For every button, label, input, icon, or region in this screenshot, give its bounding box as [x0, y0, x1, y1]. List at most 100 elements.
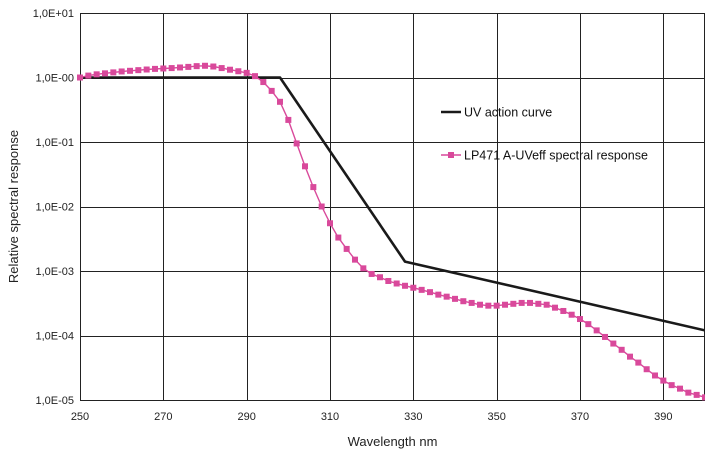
data-point — [318, 203, 325, 210]
data-point — [693, 391, 700, 398]
data-point — [410, 284, 417, 291]
data-point — [202, 62, 208, 69]
data-point — [102, 70, 108, 77]
data-point — [160, 65, 167, 72]
data-point — [260, 79, 267, 86]
data-point — [627, 353, 633, 360]
data-point — [360, 265, 367, 272]
data-point — [660, 377, 667, 384]
x-tick-label: 250 — [71, 411, 89, 423]
data-point — [493, 302, 500, 309]
data-point — [568, 311, 575, 318]
series-line — [79, 65, 705, 398]
data-point — [110, 69, 117, 76]
data-point — [518, 299, 525, 306]
x-tick-label: 350 — [487, 411, 505, 423]
data-point — [418, 286, 425, 293]
data-point — [593, 327, 600, 334]
y-tick-label: 1,0E+01 — [33, 8, 74, 20]
y-tick-label: 1,0E-05 — [35, 395, 74, 407]
data-point — [118, 68, 125, 75]
data-point — [327, 220, 333, 227]
x-tick-label: 310 — [321, 411, 339, 423]
data-point — [685, 389, 692, 396]
data-point — [285, 116, 292, 123]
data-point — [85, 72, 92, 79]
data-point — [235, 68, 242, 75]
legend-swatch-marker — [448, 152, 454, 158]
legend: UV action curve LP471 A-UVeff spectral re… — [441, 106, 648, 163]
x-tick-label: 330 — [404, 411, 422, 423]
data-point — [460, 298, 467, 305]
x-axis-title: Wavelength nm — [348, 434, 438, 449]
data-point — [343, 245, 350, 252]
data-point — [577, 316, 583, 323]
data-point — [135, 67, 142, 74]
data-point — [443, 293, 450, 300]
data-point — [702, 394, 705, 401]
x-tick-label: 390 — [654, 411, 672, 423]
data-point — [77, 74, 83, 81]
data-point — [427, 289, 433, 296]
data-point — [268, 87, 275, 94]
data-point — [177, 64, 183, 71]
y-tick-label: 1,0E-00 — [35, 73, 74, 85]
x-axis-ticks: 250 270 290 310 330 350 370 390 — [71, 411, 673, 423]
y-axis-ticks: 1,0E-05 1,0E-04 1,0E-03 1,0E-02 1,0E-01 1,0E-… — [33, 8, 74, 407]
data-point — [560, 307, 567, 314]
data-point — [93, 71, 100, 78]
data-point — [143, 66, 150, 73]
data-point — [352, 256, 358, 263]
data-point — [310, 184, 317, 191]
y-tick-label: 1,0E-02 — [35, 202, 74, 214]
data-point — [485, 302, 492, 309]
data-point — [393, 280, 400, 287]
data-point — [243, 69, 250, 76]
legend-label: UV action curve — [464, 106, 552, 120]
data-point — [677, 385, 683, 392]
data-point — [610, 340, 617, 347]
data-point — [643, 366, 650, 373]
data-point — [543, 301, 550, 308]
data-point — [385, 277, 392, 284]
y-axis-title: Relative spectral response — [6, 130, 21, 283]
data-point — [368, 270, 375, 277]
data-point — [652, 372, 658, 379]
data-point — [252, 73, 258, 80]
data-point — [510, 300, 517, 307]
data-point — [193, 63, 200, 70]
data-point — [585, 321, 592, 328]
data-point — [402, 282, 408, 289]
x-tick-label: 290 — [237, 411, 255, 423]
data-point — [435, 291, 442, 298]
series-layer — [77, 62, 705, 401]
data-point — [152, 65, 158, 72]
data-point — [502, 301, 508, 308]
data-point — [210, 63, 217, 70]
y-tick-label: 1,0E-04 — [35, 331, 74, 343]
data-point — [635, 359, 642, 366]
data-point — [527, 299, 533, 306]
data-point — [227, 66, 233, 73]
data-point — [535, 300, 542, 307]
data-point — [218, 65, 225, 72]
data-point — [127, 67, 133, 74]
data-point — [618, 346, 625, 353]
y-tick-label: 1,0E-01 — [35, 137, 74, 149]
data-point — [302, 163, 308, 170]
y-tick-label: 1,0E-03 — [35, 266, 74, 278]
x-tick-label: 270 — [154, 411, 172, 423]
data-point — [602, 333, 608, 340]
series-line — [80, 76, 705, 332]
data-point — [335, 234, 342, 241]
data-point — [377, 274, 383, 281]
data-point — [293, 140, 300, 147]
data-point — [477, 301, 483, 308]
data-point — [668, 382, 675, 389]
data-point — [185, 63, 192, 70]
data-point — [468, 299, 475, 306]
x-tick-label: 370 — [571, 411, 589, 423]
data-point — [277, 98, 283, 105]
